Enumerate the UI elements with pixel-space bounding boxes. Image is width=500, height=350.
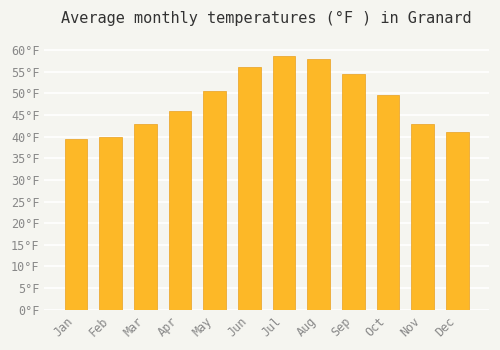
Title: Average monthly temperatures (°F ) in Granard: Average monthly temperatures (°F ) in Gr… [62,11,472,26]
Bar [168,111,192,310]
Bar [64,139,87,310]
Bar [238,67,260,310]
Bar [204,91,226,310]
Bar [446,132,468,310]
Bar [308,59,330,310]
Bar [100,136,122,310]
Bar [412,124,434,310]
Bar [272,56,295,310]
Bar [342,74,364,310]
Bar [377,96,400,310]
Bar [134,124,156,310]
